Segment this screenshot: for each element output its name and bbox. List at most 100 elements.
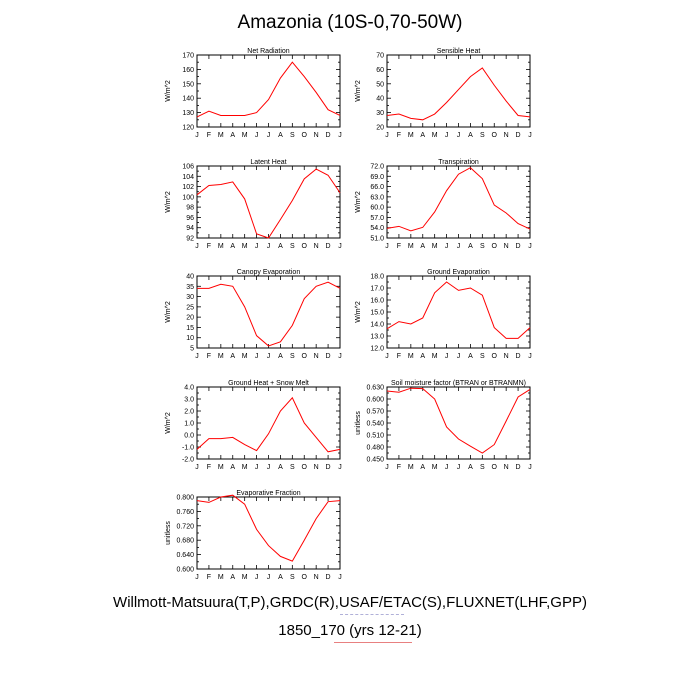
y-axis-label: W/m^2 <box>355 301 362 323</box>
x-tick-label: D <box>516 243 521 250</box>
y-tick-label: 2.0 <box>184 409 194 416</box>
y-tick-label: 50 <box>376 81 384 88</box>
y-tick-label: 15.0 <box>370 310 384 317</box>
y-tick-label: 160 <box>182 67 194 74</box>
y-tick-label: 54.0 <box>370 225 384 232</box>
x-tick-label: J <box>195 353 199 360</box>
series-line <box>196 396 341 453</box>
y-tick-label: 20 <box>186 315 194 322</box>
x-tick-label: N <box>314 574 319 581</box>
x-tick-label: M <box>408 353 414 360</box>
panel-title: Canopy Evaporation <box>237 269 301 276</box>
y-tick-label: 0.640 <box>176 552 194 559</box>
x-tick-label: M <box>218 574 224 581</box>
x-tick-label: S <box>480 464 485 471</box>
series-line <box>386 281 531 339</box>
y-tick-label: 35 <box>186 284 194 291</box>
y-tick-label: 13.0 <box>370 334 384 341</box>
x-tick-label: O <box>302 243 308 250</box>
y-tick-label: 60.0 <box>370 205 384 212</box>
y-axis-label: W/m^2 <box>165 191 172 213</box>
x-tick-label: J <box>457 132 461 139</box>
x-tick-label: N <box>504 353 509 360</box>
x-tick-label: D <box>326 353 331 360</box>
plot-frame <box>196 275 341 349</box>
x-tick-label: D <box>326 243 331 250</box>
x-tick-label: M <box>218 132 224 139</box>
x-tick-label: D <box>516 132 521 139</box>
x-tick-label: A <box>230 574 235 581</box>
y-tick-label: 17.0 <box>370 286 384 293</box>
y-axis-label: unitless <box>165 521 172 545</box>
x-tick-label: J <box>267 574 271 581</box>
x-tick-label: F <box>397 132 401 139</box>
x-tick-label: M <box>218 353 224 360</box>
x-tick-label: M <box>218 243 224 250</box>
panel-5: Canopy Evaporation W/m^2 5 10 15 20 25 30 35 40 J F… <box>165 269 342 360</box>
x-tick-label: M <box>242 574 248 581</box>
y-tick-label: 0.600 <box>366 397 384 404</box>
x-tick-label: A <box>468 464 473 471</box>
panel-title: Ground Heat + Snow Melt <box>228 380 309 387</box>
y-tick-label: 40 <box>186 274 194 281</box>
y-tick-label: 0.480 <box>366 445 384 452</box>
y-tick-label: 0.760 <box>176 509 194 516</box>
y-tick-label: 25 <box>186 304 194 311</box>
y-tick-label: 14.0 <box>370 322 384 329</box>
y-tick-label: 10 <box>186 335 194 342</box>
plot-frame <box>196 54 341 128</box>
y-axis-label: unitless <box>355 411 362 435</box>
y-tick-label: 3.0 <box>184 397 194 404</box>
x-tick-label: J <box>457 353 461 360</box>
y-tick-label: 92 <box>186 236 194 243</box>
x-tick-label: N <box>504 132 509 139</box>
y-tick-label: 69.0 <box>370 174 384 181</box>
x-tick-label: M <box>432 243 438 250</box>
x-tick-label: J <box>267 353 271 360</box>
y-tick-label: 70 <box>376 53 384 60</box>
series-line <box>386 167 531 232</box>
x-tick-label: O <box>492 353 498 360</box>
x-tick-label: D <box>516 353 521 360</box>
panel-title: Net Radiation <box>247 48 290 55</box>
x-tick-label: A <box>468 132 473 139</box>
y-tick-label: 30 <box>186 294 194 301</box>
y-tick-label: 12.0 <box>370 346 384 353</box>
y-tick-label: -2.0 <box>182 457 194 464</box>
panel-8: Soil moisture factor (BTRAN or BTRANMN) u… <box>355 380 532 471</box>
x-tick-label: J <box>267 243 271 250</box>
panel-9: Evaporative Fraction unitless 0.600 0.640 0.… <box>165 490 342 581</box>
x-tick-label: O <box>302 574 308 581</box>
x-tick-label: F <box>397 243 401 250</box>
x-tick-label: J <box>528 353 532 360</box>
series-line <box>386 67 531 121</box>
y-tick-label: 130 <box>182 110 194 117</box>
x-tick-label: A <box>278 243 283 250</box>
x-tick-label: J <box>195 574 199 581</box>
x-tick-label: A <box>230 464 235 471</box>
y-tick-label: 72.0 <box>370 164 384 171</box>
x-tick-label: S <box>290 464 295 471</box>
y-tick-label: 140 <box>182 96 194 103</box>
x-tick-label: M <box>432 464 438 471</box>
y-tick-label: 104 <box>182 174 194 181</box>
panel-title: Sensible Heat <box>437 48 481 55</box>
x-tick-label: J <box>445 353 449 360</box>
y-tick-label: 150 <box>182 81 194 88</box>
x-tick-label: F <box>207 132 211 139</box>
y-axis-label: W/m^2 <box>165 80 172 102</box>
y-tick-label: 16.0 <box>370 298 384 305</box>
x-tick-label: A <box>230 132 235 139</box>
y-tick-label: 0.720 <box>176 523 194 530</box>
x-tick-label: F <box>397 353 401 360</box>
x-tick-label: A <box>420 132 425 139</box>
x-tick-label: O <box>302 464 308 471</box>
x-tick-label: A <box>230 243 235 250</box>
x-tick-label: O <box>492 132 498 139</box>
x-tick-label: F <box>207 574 211 581</box>
x-tick-label: J <box>528 464 532 471</box>
x-tick-label: J <box>338 464 342 471</box>
y-axis-label: W/m^2 <box>355 191 362 213</box>
x-tick-label: A <box>468 353 473 360</box>
